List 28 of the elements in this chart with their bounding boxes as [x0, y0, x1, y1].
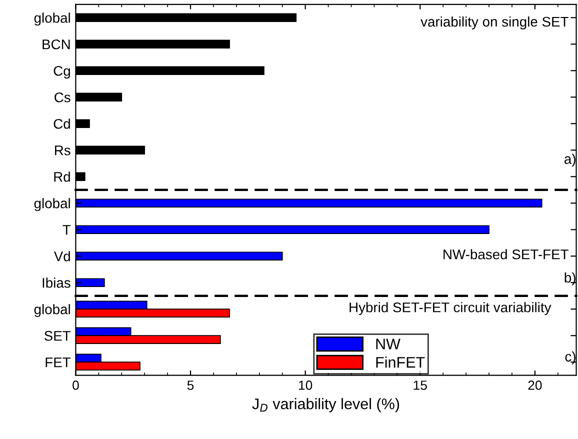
legend-label: NW: [376, 338, 400, 350]
annotation: a): [564, 154, 576, 167]
annotation: b): [564, 272, 576, 286]
y-tick-label: Vd: [54, 251, 70, 262]
y-tick-label: Ibias: [42, 278, 70, 288]
x-tick-label: 0: [72, 380, 79, 390]
y-tick-label: Rs: [55, 146, 70, 156]
legend-label: FinFET: [376, 356, 425, 368]
y-tick-label: Rd: [54, 172, 70, 182]
y-tick-label: T: [62, 225, 71, 235]
y-tick-label: BCN: [42, 39, 70, 50]
annotation: variability on single SET: [420, 16, 568, 30]
annotation: c): [565, 351, 576, 364]
annotation: Hybrid SET-FET circuit variability: [350, 302, 552, 316]
y-tick-label: global: [34, 304, 70, 318]
annotation: NW-based SET-FET: [444, 249, 568, 260]
x-tick-label: 20: [528, 380, 542, 390]
y-tick-label: Cs: [54, 92, 70, 102]
x-tick-label: 10: [298, 380, 312, 390]
y-tick-label: FET: [46, 358, 71, 368]
x-tick-label: 15: [414, 380, 427, 390]
y-tick-label: global: [34, 12, 70, 26]
y-tick-label: global: [34, 198, 70, 212]
y-tick-label: SET: [44, 330, 71, 341]
y-tick-label: Cd: [54, 118, 70, 129]
x-tick-label: 5: [187, 380, 194, 390]
x-axis-title: J$_{D}$ variability level (%): [252, 398, 400, 412]
y-tick-label: Cg: [54, 66, 70, 79]
